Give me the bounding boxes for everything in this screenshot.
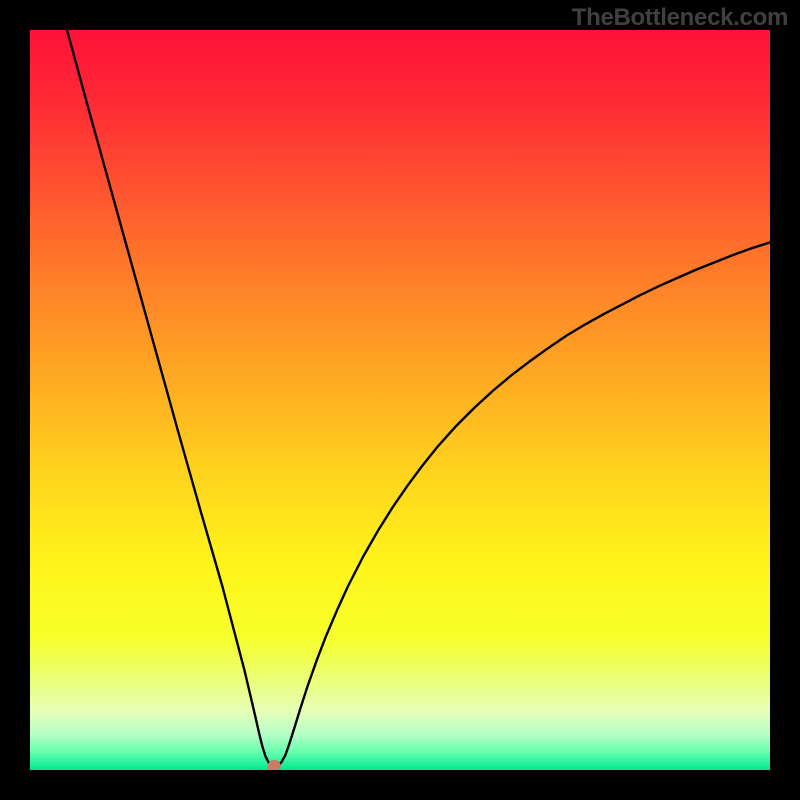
- watermark-text: TheBottleneck.com: [572, 4, 788, 32]
- bottleneck-plot: [30, 30, 770, 770]
- chart-frame: TheBottleneck.com #000000 #cd7a69: [0, 0, 800, 800]
